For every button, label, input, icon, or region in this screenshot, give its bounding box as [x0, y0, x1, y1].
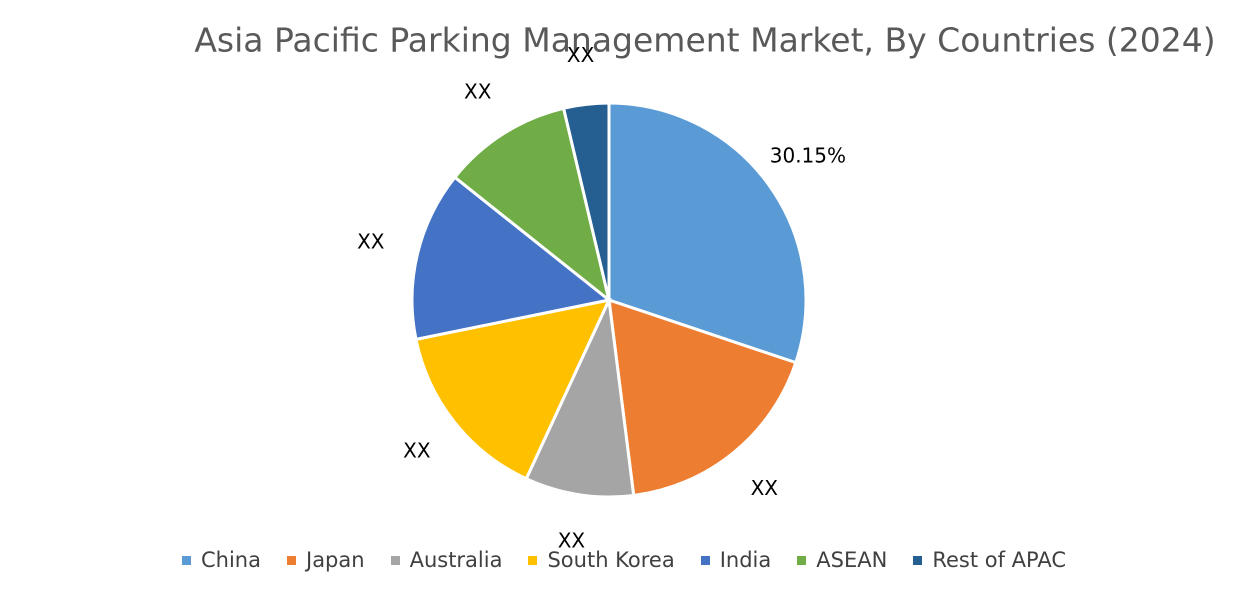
legend-item: South Korea	[528, 548, 675, 572]
pie-slice	[414, 297, 612, 481]
legend-label: India	[719, 548, 772, 572]
legend-swatch	[700, 555, 710, 565]
pie-slice	[561, 101, 611, 301]
legend-label: China	[201, 548, 261, 572]
chart-svg: Asia Pacific Parking Management Market, …	[194, 21, 1215, 553]
legend-item: Rest of APAC	[913, 548, 1066, 572]
legend-swatch	[528, 555, 538, 565]
legend-item: Australia	[390, 548, 503, 572]
pie-slice	[607, 101, 808, 365]
legend-item: Japan	[287, 548, 365, 572]
legend-label: Australia	[409, 548, 503, 572]
legend: China Japan Australia South Korea India ASEAN…	[0, 548, 1248, 572]
pie-slice	[524, 294, 636, 499]
data-label: XX	[464, 80, 492, 104]
legend-item: India	[700, 548, 772, 572]
legend-swatch	[182, 555, 191, 565]
legend-label: South Korea	[547, 548, 675, 572]
legend-label: Japan	[306, 548, 365, 572]
legend-item: China	[182, 548, 261, 572]
data-label: 30.15%	[770, 143, 846, 167]
legend-label: ASEAN	[816, 548, 888, 572]
legend-swatch	[797, 555, 807, 565]
pie-slice	[410, 175, 613, 342]
legend-swatch	[287, 555, 296, 565]
legend-item: ASEAN	[797, 548, 887, 572]
legend-swatch	[913, 555, 923, 565]
chart-title: Asia Pacific Parking Management Market, …	[194, 21, 1215, 60]
pie-slice	[607, 297, 798, 498]
pie-slice	[452, 106, 612, 304]
data-label: XX	[558, 529, 586, 548]
legend-swatch	[390, 555, 400, 565]
data-label: XX	[403, 438, 431, 462]
data-label: XX	[567, 43, 595, 67]
data-label: XX	[357, 229, 385, 253]
legend-label: Rest of APAC	[932, 548, 1066, 572]
data-label: XX	[751, 476, 779, 500]
